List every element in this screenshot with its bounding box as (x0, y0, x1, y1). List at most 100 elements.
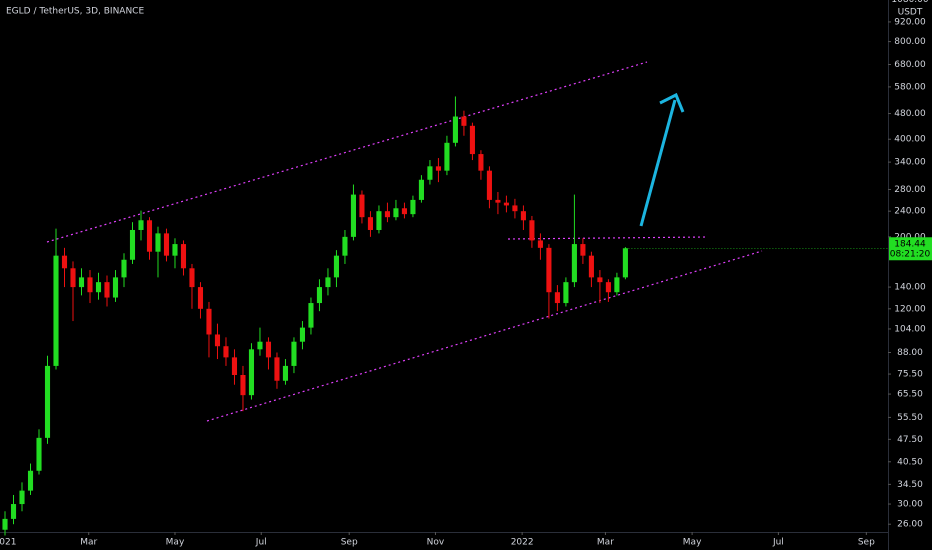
candle-body (563, 282, 569, 304)
arrow-shaft (639, 99, 677, 227)
y-tick-label: 120.00 (894, 304, 926, 314)
y-tick-label: 1080.00 (891, 0, 928, 5)
candle-body (70, 268, 76, 288)
candle-body (223, 346, 229, 358)
y-tick-label: 75.50 (897, 370, 923, 380)
candle-body (155, 233, 161, 252)
candle-body (316, 287, 323, 304)
candle-body (384, 211, 390, 218)
y-tick-label: 140.00 (894, 283, 926, 293)
candle-body (265, 341, 272, 358)
candle-body (554, 292, 560, 304)
candle-body (376, 211, 382, 230)
x-tick-label: Jul (772, 538, 784, 548)
y-tick-label: 47.50 (897, 435, 923, 445)
candle-body (597, 277, 603, 283)
chart-title: EGLD / TetherUS, 3D, BINANCE (6, 7, 144, 17)
candle-body (44, 365, 51, 438)
candle-body (282, 365, 289, 381)
candle-body (189, 268, 195, 288)
candle-body (19, 490, 25, 505)
candle-body (393, 208, 399, 218)
y-tick-label: 88.00 (897, 348, 923, 358)
y-tick-label: 920.00 (894, 17, 926, 27)
y-tick-label: 240.00 (894, 207, 926, 217)
y-tick-label: 280.00 (894, 185, 926, 195)
y-tick-label: 800.00 (894, 37, 926, 47)
arrow-head (659, 92, 685, 113)
candle-body (163, 233, 170, 256)
candle-body (291, 341, 297, 366)
y-tick-label: 30.00 (897, 500, 923, 510)
y-tick-label: 26.00 (897, 520, 923, 530)
y-tick-label: 65.50 (897, 390, 923, 400)
candle-body (146, 220, 153, 252)
candle-body (214, 334, 221, 347)
candle-body (231, 357, 238, 375)
candle-body (27, 470, 34, 491)
x-tick-label: Sep (858, 538, 875, 548)
candle-body (197, 287, 204, 309)
candle-body (129, 229, 136, 260)
candle-body (359, 194, 365, 218)
candle-body (435, 166, 441, 171)
candle-body (257, 341, 263, 350)
candle-body (2, 518, 8, 530)
y-tick-label: 400.00 (894, 135, 926, 145)
candle-body (342, 236, 348, 256)
candle-body (580, 244, 586, 256)
x-tick-label: May (683, 538, 702, 548)
x-tick-label: 2021 (0, 538, 16, 548)
candle-body (512, 205, 518, 212)
candle-body (10, 504, 17, 519)
candle-body (240, 374, 246, 396)
candle-body (248, 349, 255, 396)
candle-body (87, 277, 93, 293)
lower-channel-line (206, 250, 763, 422)
candle-body (571, 244, 577, 283)
candle-body (172, 244, 178, 256)
candle-body (605, 282, 611, 293)
y-tick-label: 680.00 (894, 60, 926, 70)
y-tick-label: 34.50 (897, 480, 923, 490)
candle-body (478, 154, 484, 171)
candle-body (495, 199, 501, 203)
x-tick-label: Mar (80, 538, 97, 548)
drawings (46, 61, 763, 422)
y-tick-label: 480.00 (894, 109, 926, 119)
candle-body (461, 116, 467, 126)
candle-body (104, 282, 110, 298)
candle-body (529, 220, 535, 241)
x-tick-label: Jul (255, 538, 267, 548)
y-tick-label: 340.00 (894, 158, 926, 168)
candle-body (325, 277, 331, 288)
candle-body (308, 303, 314, 328)
candle-body (61, 255, 68, 269)
candle-body (274, 357, 280, 381)
candle-body (444, 142, 450, 171)
candle-body (401, 208, 407, 215)
candle-body (520, 211, 526, 221)
x-tick-label: 2022 (511, 538, 534, 548)
candle-body (537, 240, 543, 248)
y-tick-label: 580.00 (894, 82, 926, 92)
candle-body (614, 277, 620, 293)
candle-body (180, 244, 187, 269)
candle-body (138, 220, 144, 230)
candle-body (367, 217, 373, 230)
candle-body (427, 166, 433, 180)
candle-body (112, 277, 119, 298)
y-tick-label: 55.50 (897, 413, 923, 423)
candle-body (53, 255, 59, 366)
candle-body (588, 255, 594, 278)
candle-body (503, 202, 509, 206)
candle-body (206, 308, 212, 335)
candle-body (546, 247, 552, 293)
price-tag (889, 237, 932, 261)
x-tick-label: Mar (597, 538, 614, 548)
y-unit: USDT (898, 8, 923, 18)
x-tick-label: Sep (341, 538, 358, 548)
candle-body (452, 116, 458, 143)
